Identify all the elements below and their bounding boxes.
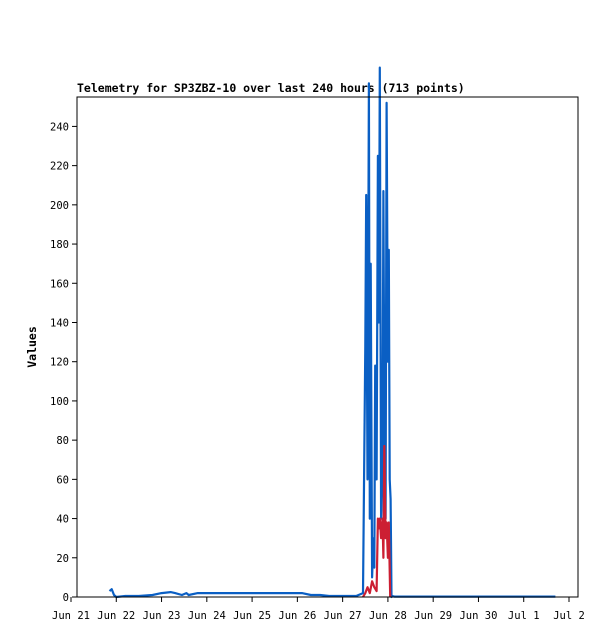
y-tick-label: 160 bbox=[50, 278, 69, 290]
series-line-2 bbox=[362, 444, 392, 598]
series-layer bbox=[108, 66, 556, 599]
x-tick-label: Jun 30 bbox=[459, 610, 497, 622]
y-tick-label: 220 bbox=[50, 161, 69, 173]
x-tick-label: Jun 27 bbox=[324, 610, 362, 622]
y-tick-label: 140 bbox=[50, 317, 69, 329]
y-axis-label: Values bbox=[25, 326, 39, 368]
x-tick-label: Jun 28 bbox=[369, 610, 407, 622]
series-line-1 bbox=[108, 66, 556, 599]
y-tick-label: 120 bbox=[50, 357, 69, 369]
y-tick-label: 20 bbox=[56, 553, 69, 565]
x-tick-label: Jun 26 bbox=[278, 610, 316, 622]
x-tick-label: Jun 24 bbox=[188, 610, 226, 622]
y-tick-label: 100 bbox=[50, 396, 69, 408]
y-tick-label: 80 bbox=[56, 435, 69, 447]
x-tick-label: Jun 25 bbox=[233, 610, 271, 622]
x-tick-label: Jun 23 bbox=[143, 610, 181, 622]
x-tick-label: Jun 21 bbox=[52, 610, 90, 622]
x-tick-label: Jul 2 bbox=[553, 610, 585, 622]
x-tick-label: Jun 29 bbox=[414, 610, 452, 622]
y-tick-label: 0 bbox=[63, 592, 69, 604]
y-tick-label: 200 bbox=[50, 200, 69, 212]
y-tick-label: 40 bbox=[56, 514, 69, 526]
chart-title: Telemetry for SP3ZBZ-10 over last 240 ho… bbox=[77, 81, 465, 95]
x-tick-label: Jul 1 bbox=[508, 610, 540, 622]
plot-frame bbox=[76, 96, 579, 598]
y-tick-label: 240 bbox=[50, 121, 69, 133]
axes-layer: 0 20 40 60 80 100 120 140 160 180 200 220 240 Jun 21 J… bbox=[50, 96, 585, 622]
x-tick-label: Jun 22 bbox=[97, 610, 135, 622]
y-tick-label: 60 bbox=[56, 474, 69, 486]
y-tick-label: 180 bbox=[50, 239, 69, 251]
